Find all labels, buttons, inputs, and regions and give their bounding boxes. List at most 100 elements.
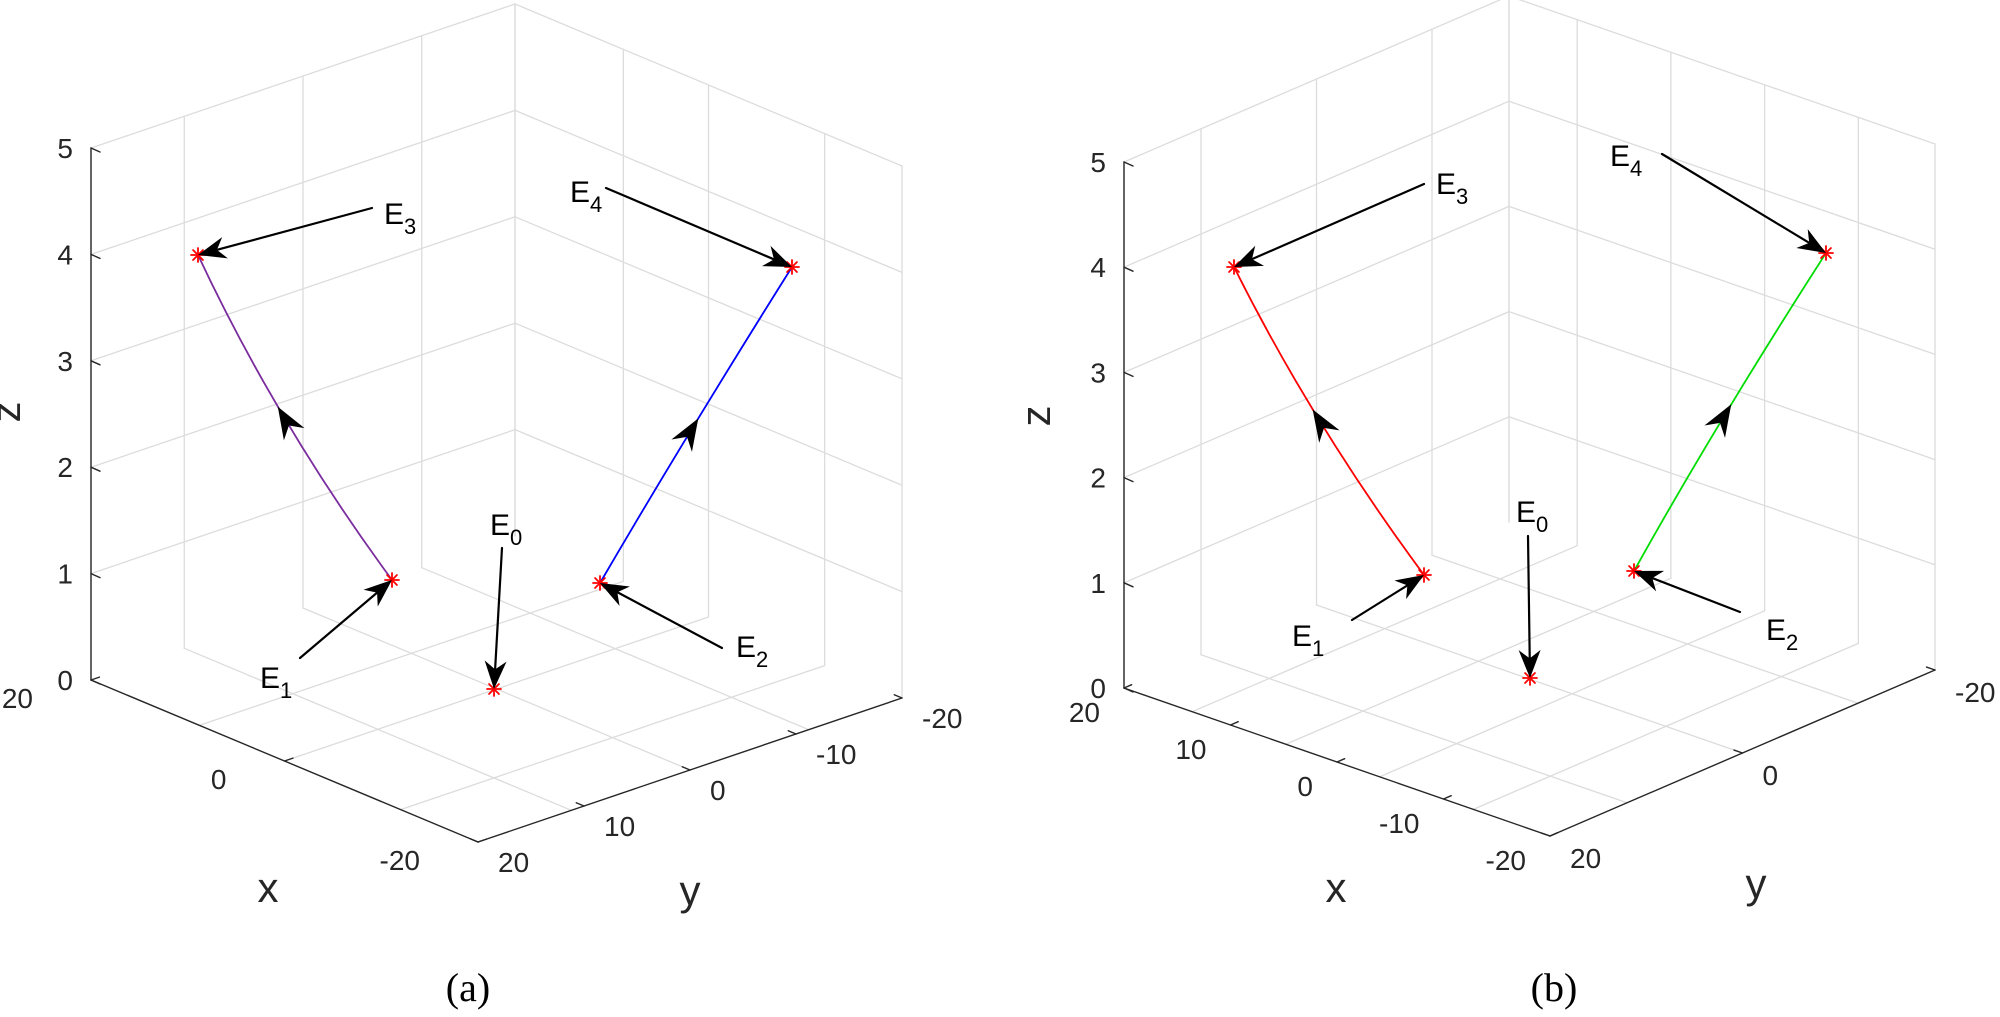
direction-arrow: [1704, 404, 1732, 438]
annotation-arrow-e2: [1634, 570, 1742, 614]
z-tick: [1123, 161, 1134, 167]
z-axis-label: z: [1012, 406, 1059, 427]
x-tick-label: -20: [380, 845, 420, 876]
z-tick: [90, 147, 101, 153]
y-tick: [1733, 749, 1744, 754]
floor-gridline: [1200, 654, 1628, 804]
wall-gridline: [1508, 205, 1936, 356]
y-tick-label: -20: [922, 703, 962, 734]
annotation-label-e2: E2: [736, 631, 768, 672]
z-tick-label: 0: [57, 665, 73, 696]
annotation-label-e4: E4: [1610, 140, 1642, 181]
x-tick: [90, 676, 101, 681]
z-tick-label: 3: [57, 346, 73, 377]
z-axis-label: z: [0, 402, 29, 423]
wall-gridline: [1508, 310, 1936, 461]
y-tick-label: 20: [498, 847, 529, 878]
y-tick: [1925, 666, 1936, 671]
x-tick: [1336, 757, 1346, 763]
x-tick-label: 10: [1175, 734, 1206, 765]
x-axis-label: x: [1326, 864, 1347, 911]
annotation-label-e2: E2: [1766, 614, 1798, 655]
direction-arrow: [1312, 409, 1340, 443]
x-tick: [1549, 831, 1559, 837]
x-tick-label: -10: [1379, 808, 1419, 839]
annotation-arrow-e3: [1234, 182, 1426, 267]
y-tick: [893, 694, 903, 699]
y-tick: [575, 802, 585, 807]
annotation-label-e1: E1: [260, 662, 292, 703]
z-tick-label: 2: [1090, 463, 1106, 494]
annotation-arrow-e0: [484, 546, 507, 689]
y-tick-label: 10: [604, 811, 635, 842]
wall-gridline: [1508, 100, 1936, 250]
y-tick: [469, 838, 479, 843]
z-tick-label: 1: [57, 559, 73, 590]
x-tick: [283, 757, 294, 762]
y-tick: [1540, 832, 1551, 837]
x-tick-label: -20: [1486, 845, 1526, 876]
z-tick-label: 2: [57, 452, 73, 483]
y-tick: [787, 730, 797, 735]
annotation-arrow-e1: [1350, 575, 1424, 622]
z-tick: [1123, 582, 1134, 588]
annotation-arrow-e1: [298, 580, 392, 660]
annotation-label-e3: E3: [1436, 168, 1468, 209]
x-tick-label: 0: [1297, 771, 1313, 802]
y-tick: [681, 766, 691, 771]
trajectory-E1-E3: [197, 254, 393, 581]
y-tick-label: 0: [1763, 760, 1779, 791]
annotation-arrow-e4: [604, 186, 792, 267]
annotation-arrow-e3: [198, 206, 374, 259]
z-tick: [1123, 266, 1134, 272]
x-tick: [1229, 720, 1239, 726]
direction-arrow: [671, 418, 699, 452]
x-tick-label: 20: [2, 683, 33, 714]
floor-gridline: [421, 567, 810, 731]
x-tick-label: 20: [1069, 697, 1100, 728]
direction-arrow: [277, 406, 305, 441]
x-tick: [1123, 683, 1133, 689]
z-tick: [90, 253, 101, 260]
y-tick-label: 20: [1570, 843, 1601, 874]
z-tick-label: 3: [1090, 357, 1106, 388]
x-tick-label: 0: [211, 764, 227, 795]
annotation-arrow-e0: [1518, 534, 1541, 678]
annotation-label-e1: E1: [1292, 620, 1324, 661]
z-tick: [1123, 476, 1134, 483]
x-tick: [1442, 794, 1452, 800]
y-tick-label: -10: [816, 739, 856, 770]
z-tick-label: 4: [57, 239, 73, 270]
y-axis-label: y: [1746, 860, 1767, 907]
annotation-label-e3: E3: [384, 198, 416, 239]
z-tick: [90, 466, 101, 472]
annotation-arrow-e4: [1660, 152, 1826, 253]
panel-caption: (a): [446, 965, 490, 1010]
z-tick-label: 0: [1090, 673, 1106, 704]
z-tick: [90, 572, 101, 579]
wall-gridline: [1518, 0, 1936, 145]
panel-a: 0 1 2 3 4 5 20 0 -20 20 10 0 -10 -20 x y z E0 E1 E2 E3 E4 (a): [0, 3, 962, 1010]
floor-gridline: [1431, 554, 1859, 704]
panel-caption: (b): [1531, 965, 1578, 1010]
z-tick: [90, 360, 101, 366]
z-tick: [90, 679, 101, 685]
floor-gridline: [183, 647, 572, 811]
annotation-label-e4: E4: [570, 176, 602, 217]
z-tick: [1123, 687, 1134, 693]
wall-gridline: [1508, 416, 1936, 566]
annotation-label-e0: E0: [490, 509, 522, 550]
annotation-arrow-e2: [600, 583, 724, 650]
y-tick-label: -20: [1955, 677, 1995, 708]
z-tick-label: 5: [57, 133, 73, 164]
y-axis-label: y: [680, 867, 701, 914]
z-tick-label: 1: [1090, 568, 1106, 599]
z-tick: [1123, 371, 1134, 378]
y-tick-label: 0: [710, 775, 726, 806]
z-tick-label: 4: [1090, 252, 1106, 283]
x-axis-label: x: [258, 864, 279, 911]
x-tick: [477, 838, 488, 843]
z-tick-label: 5: [1090, 147, 1106, 178]
